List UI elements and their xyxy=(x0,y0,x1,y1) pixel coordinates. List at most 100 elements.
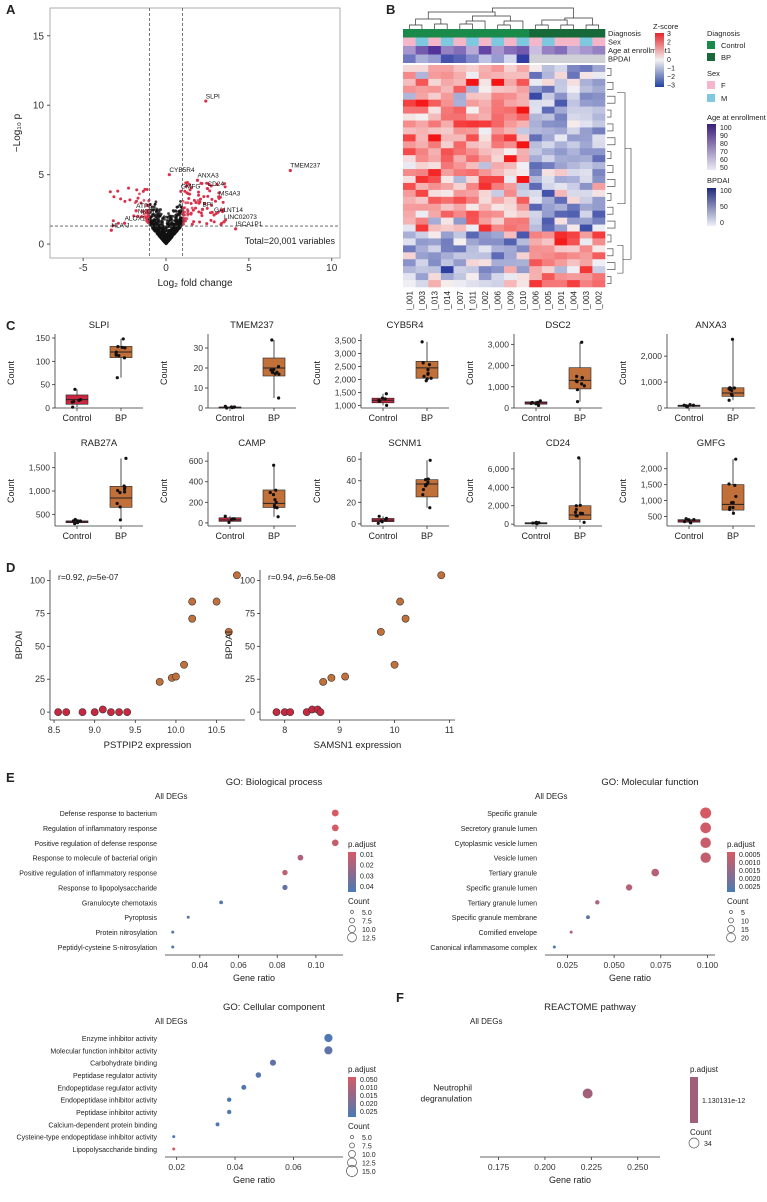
heatmap-cell xyxy=(516,113,530,121)
heatmap-cell xyxy=(592,273,606,281)
heatmap-cell xyxy=(440,280,454,288)
heatmap-cell xyxy=(428,245,442,253)
volcano-point xyxy=(161,216,165,220)
x-tick-label: BP xyxy=(268,531,280,541)
heatmap-cell xyxy=(504,155,517,163)
annotation-diagnosis-cell xyxy=(504,29,517,38)
x-tick-label: Control xyxy=(62,413,91,423)
volcano-point xyxy=(197,193,201,197)
volcano-point xyxy=(181,199,185,203)
heatmap-cell xyxy=(403,65,416,73)
x-tick-label: 10 xyxy=(390,725,400,735)
data-point xyxy=(538,399,542,403)
heatmap-cell xyxy=(554,113,568,121)
panel-label-e: E xyxy=(6,770,15,785)
colorbar-tick-label: 0 xyxy=(667,57,671,64)
heatmap-cell xyxy=(491,99,505,107)
heatmap-cell xyxy=(541,162,555,170)
heatmap-cell xyxy=(579,169,593,177)
volcano-point xyxy=(204,99,208,103)
heatmap-cell xyxy=(491,217,505,225)
age-tick-label: 60 xyxy=(720,157,728,164)
heatmap-cell xyxy=(440,92,454,100)
heatmap-cell xyxy=(491,176,505,184)
heatmap-cell xyxy=(466,169,480,177)
heatmap-cell xyxy=(541,224,555,232)
boxplot-title: SLPI xyxy=(89,320,110,331)
volcano-point xyxy=(192,220,196,224)
volcano-point xyxy=(222,182,226,186)
volcano-point xyxy=(141,189,145,193)
padj-colorbar xyxy=(348,852,356,892)
heatmap-cell xyxy=(504,141,517,149)
volcano-point xyxy=(197,210,201,214)
volcano-point xyxy=(200,207,205,211)
dendrogram-branch xyxy=(408,24,423,29)
heatmap-cell xyxy=(541,148,555,156)
heatmap-cell xyxy=(478,134,492,142)
volcano-point xyxy=(128,198,132,202)
heatmap-cell xyxy=(491,148,505,156)
data-point xyxy=(733,483,737,487)
volcano-point xyxy=(109,228,113,232)
enrichment-dot xyxy=(226,1109,232,1115)
annotation-bpdai-cell xyxy=(403,54,416,63)
heatmap-cell xyxy=(466,120,480,128)
data-point xyxy=(77,398,81,402)
dotplot-reactome: REACTOME pathway All DEGs 0.175 0.200 0.225 0… xyxy=(420,1002,745,1185)
heatmap-cell xyxy=(529,196,543,205)
heatmap-cell xyxy=(453,92,467,100)
heatmap-cell xyxy=(491,280,505,288)
y-tick-label: 75 xyxy=(245,608,255,618)
y-tick-label: 0 xyxy=(250,707,255,717)
data-point xyxy=(122,490,127,494)
heatmap-cell xyxy=(541,99,555,107)
volcano-point xyxy=(205,181,209,185)
size-legend-title: Count xyxy=(348,1122,370,1131)
size-legend-title: Count xyxy=(690,1128,712,1137)
heatmap-cell xyxy=(592,217,606,225)
y-tick-label: 60 xyxy=(347,454,357,464)
y-axis-label: −Log₁₀ p xyxy=(12,113,23,152)
volcano-point xyxy=(187,212,190,216)
data-point xyxy=(270,338,274,342)
dotplot-subtitle: All DEGs xyxy=(535,792,567,801)
term-label: Secretory granule lumen xyxy=(461,826,537,833)
enrichment-dot xyxy=(700,822,712,834)
legend-swatch xyxy=(707,53,715,61)
volcano-point xyxy=(194,201,198,205)
heatmap-cell xyxy=(466,217,480,225)
size-legend-circle xyxy=(726,932,736,943)
heatmap-cell xyxy=(529,65,543,73)
data-point xyxy=(536,403,541,408)
heatmap-cell xyxy=(592,99,606,107)
volcano-point xyxy=(199,211,203,215)
x-tick-label: -5 xyxy=(79,263,88,274)
box xyxy=(721,484,745,511)
volcano-point xyxy=(119,197,123,201)
boxplot-grid: SLPI 0 50 100 150 Count Control BP TMEM237 0 10 20 3… xyxy=(6,320,755,541)
volcano-point xyxy=(197,190,201,194)
heatmap-cell xyxy=(529,231,543,239)
heatmap-cell xyxy=(428,169,442,177)
colorbar-tick-label: −1 xyxy=(667,65,675,72)
color-legend-title: p.adjust xyxy=(348,840,377,849)
size-legend-circle xyxy=(688,1137,700,1149)
heatmap-cell xyxy=(541,196,555,205)
y-tick-label: 2,000 xyxy=(488,361,510,371)
color-legend-title: p.adjust xyxy=(348,1065,377,1074)
legend-label: Control xyxy=(721,41,746,50)
padj-tick-label: 0.01 xyxy=(360,852,374,859)
heatmap-cell xyxy=(403,85,416,94)
heatmap-cell xyxy=(491,203,505,211)
heatmap-cell xyxy=(466,273,480,281)
y-axis-label: Count xyxy=(6,479,16,504)
volcano-point xyxy=(148,217,152,221)
data-point xyxy=(727,398,731,402)
term-label: Tertiary granule xyxy=(489,871,537,878)
heatmap-cell xyxy=(592,162,606,170)
data-point xyxy=(90,708,99,717)
heatmap-cell xyxy=(415,210,429,218)
heatmap-cell xyxy=(491,266,505,274)
